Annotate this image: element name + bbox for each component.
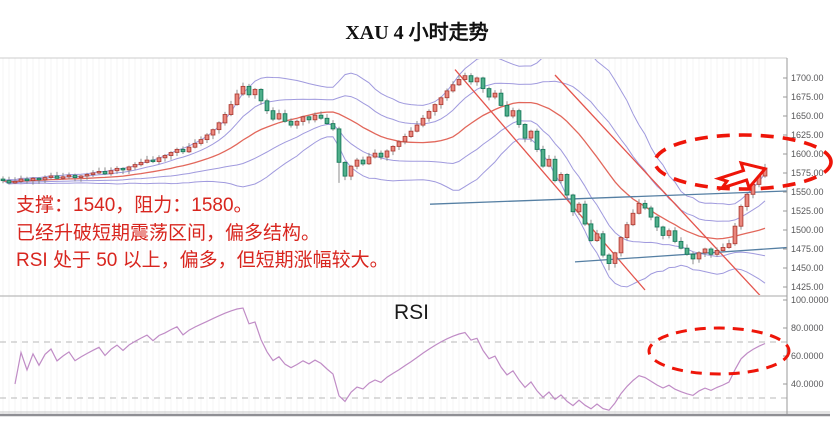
svg-text:1650.00: 1650.00: [791, 111, 824, 121]
svg-text:80.0000: 80.0000: [791, 323, 824, 333]
analysis-annotation: 支撑：1540，阻力：1580。 已经升破短期震荡区间，偏多结构。 RSI 处于…: [16, 192, 389, 275]
svg-text:60.0000: 60.0000: [791, 351, 824, 361]
highlight-ellipse-main: [653, 133, 833, 191]
candles: [0, 72, 768, 271]
svg-text:1450.00: 1450.00: [791, 263, 824, 273]
svg-text:40.0000: 40.0000: [791, 379, 824, 389]
rsi-panel-label: RSI: [394, 301, 430, 324]
annotation-line-breakout: 已经升破短期震荡区间，偏多结构。: [16, 222, 321, 244]
svg-text:1625.00: 1625.00: [791, 130, 824, 140]
rsi-line: [14, 307, 766, 411]
svg-text:1425.00: 1425.00: [791, 282, 824, 292]
rsi-axis: 100.0000 80.0000 60.0000 40.0000: [783, 295, 829, 389]
annotation-line-support-resistance: 支撑：1540，阻力：1580。: [16, 195, 253, 216]
svg-text:1550.00: 1550.00: [791, 187, 824, 197]
svg-text:1525.00: 1525.00: [791, 206, 824, 216]
svg-text:100.0000: 100.0000: [791, 295, 829, 305]
panel-borders: [0, 57, 830, 417]
svg-text:1500.00: 1500.00: [791, 225, 824, 235]
svg-text:1475.00: 1475.00: [791, 244, 824, 254]
svg-text:1675.00: 1675.00: [791, 92, 824, 102]
svg-text:1700.00: 1700.00: [791, 73, 824, 83]
svg-text:1600.00: 1600.00: [791, 149, 824, 159]
price-axis: 1700.00 1675.00 1650.00 1625.00 1600.00 1575.…: [783, 73, 824, 292]
ma-line: [2, 101, 766, 240]
annotation-line-rsi: RSI 处于 50 以上，偏多，但短期涨幅较大。: [16, 250, 389, 271]
breakout-arrow: [713, 160, 768, 191]
highlight-ellipse-rsi: [647, 326, 791, 376]
trendline-down-channel-2: [554, 74, 761, 295]
trendline-breakout-resistance: [429, 190, 787, 205]
svg-text:1575.00: 1575.00: [791, 168, 824, 178]
chart-title: XAU 4 小时走势: [345, 22, 489, 44]
